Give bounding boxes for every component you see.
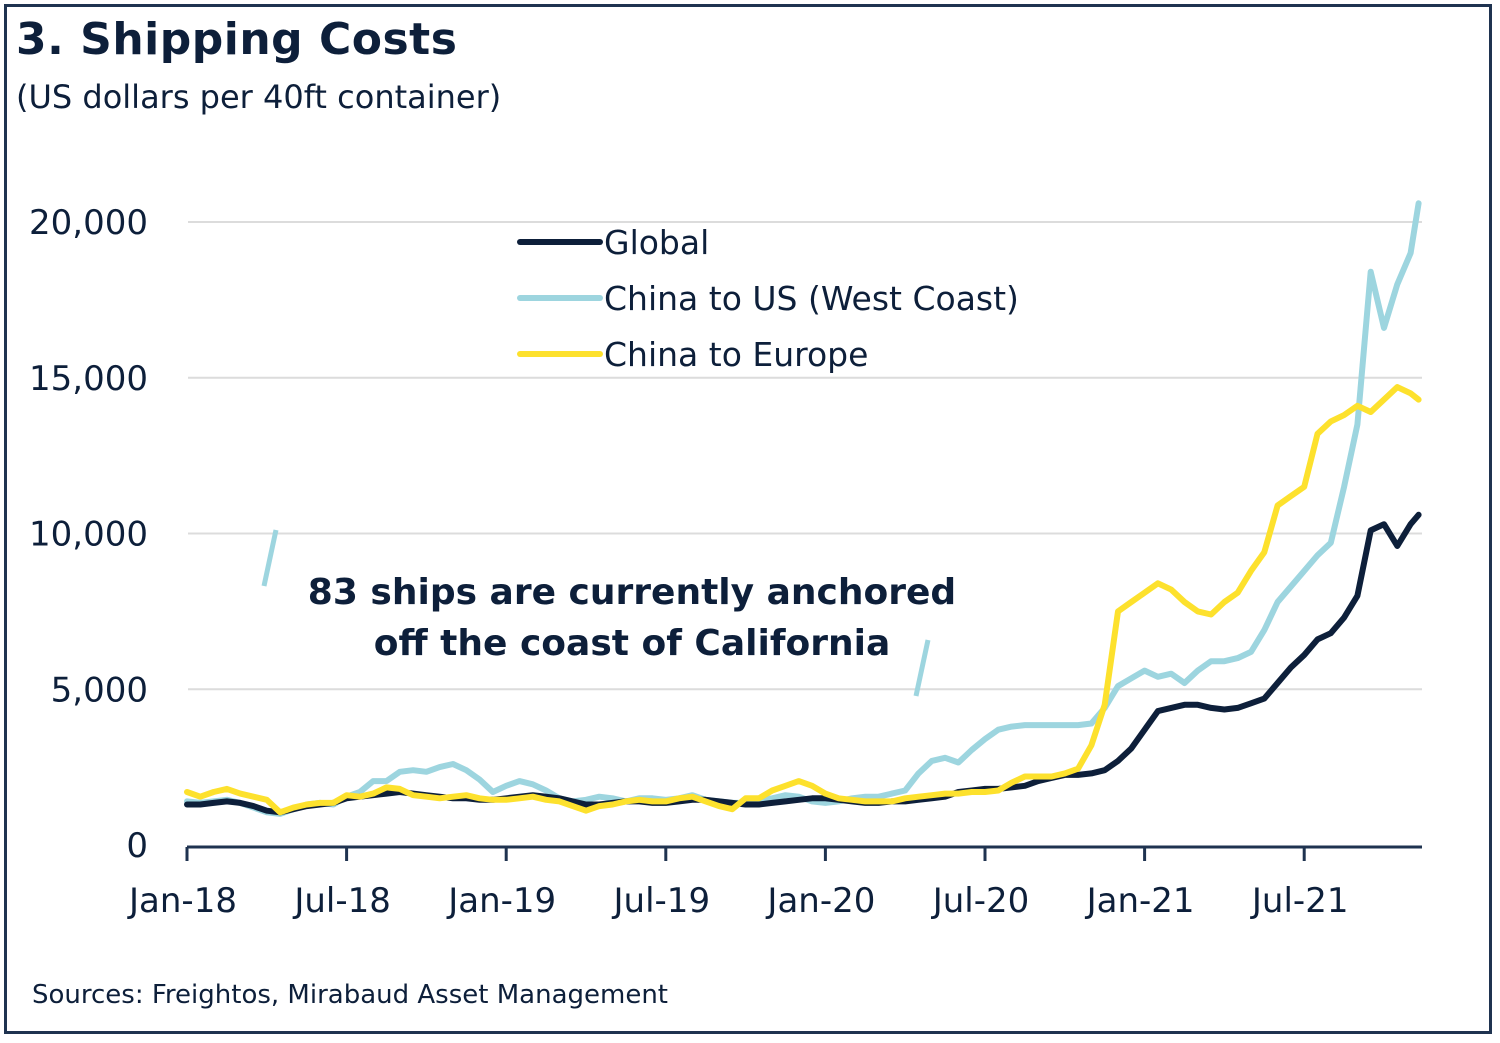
annotation-line-2: off the coast of California <box>374 623 890 664</box>
x-tick-label: Jul-20 <box>931 881 1030 921</box>
y-tick-label: 5,000 <box>51 670 148 710</box>
x-tick-label: Jan-20 <box>765 881 875 921</box>
x-axis: Jan-18 Jul-18 Jan-19 Jul-19 Jan-20 Jul-20 Jan-… <box>127 845 1422 921</box>
y-tick-label: 15,000 <box>29 359 148 399</box>
y-axis: 0 5,000 10,000 15,000 20,000 <box>29 203 148 866</box>
x-tick-label: Jul-21 <box>1250 881 1349 921</box>
gridlines <box>188 221 1422 691</box>
annotation: 83 ships are currently anchored off the c… <box>261 529 956 697</box>
x-tick-label: Jul-19 <box>612 881 711 921</box>
annotation-line-1: 83 ships are currently anchored <box>308 572 956 613</box>
legend-label: China to Europe <box>604 335 868 374</box>
legend-label: Global <box>604 223 709 262</box>
chart-frame <box>4 4 1492 1034</box>
series-lines <box>184 200 1422 817</box>
quote-mark-close <box>913 639 931 697</box>
quote-mark-open <box>261 529 279 587</box>
x-tick-label: Jan-21 <box>1085 881 1195 921</box>
x-tick-label: Jan-18 <box>127 881 237 921</box>
y-tick-label: 0 <box>126 826 148 866</box>
x-tick-label: Jul-18 <box>292 881 391 921</box>
legend: Global China to US (West Coast) China to E… <box>517 223 1019 374</box>
source-note: Sources: Freightos, Mirabaud Asset Manag… <box>32 980 668 1010</box>
y-tick-label: 10,000 <box>29 515 148 555</box>
series-line-global <box>184 511 1422 816</box>
x-tick-label: Jan-19 <box>446 881 556 921</box>
chart-title: 3. Shipping Costs <box>16 14 458 65</box>
series-line-china-to-europe <box>184 384 1422 816</box>
legend-label: China to US (West Coast) <box>604 279 1019 318</box>
y-tick-label: 20,000 <box>29 203 148 243</box>
chart-subtitle: (US dollars per 40ft container) <box>16 78 502 116</box>
